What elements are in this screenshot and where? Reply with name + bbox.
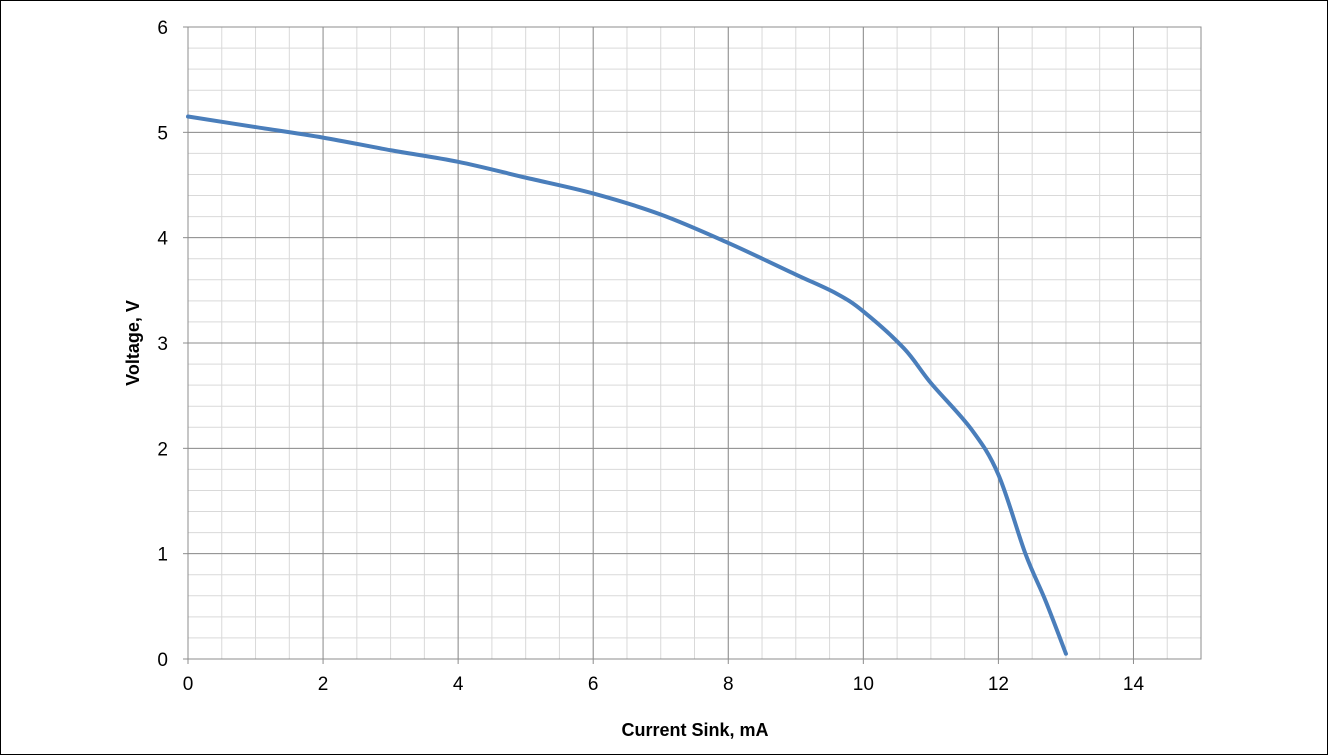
- x-tick-label: 14: [1123, 674, 1145, 695]
- y-axis-title: Voltage, V: [123, 300, 143, 386]
- x-tick-label: 0: [183, 674, 194, 695]
- y-tick-label: 3: [157, 334, 168, 355]
- x-tick-label: 10: [853, 674, 874, 695]
- series-layer: [186, 114, 1068, 656]
- y-tick-label: 1: [157, 545, 168, 566]
- x-tick-labels: 0 2 4 6 8 10 12 14: [183, 674, 1145, 695]
- plot-area-border: [187, 26, 1202, 660]
- y-tick-label: 5: [157, 123, 168, 144]
- x-tick-label: 2: [318, 674, 329, 695]
- y-tick-label: 4: [157, 229, 168, 250]
- x-tick-label: 6: [588, 674, 599, 695]
- plot-border: [187, 26, 1202, 660]
- x-tick-label: 4: [453, 674, 464, 695]
- series-line: [186, 114, 1068, 656]
- x-axis-title: Current Sink, mA: [621, 720, 768, 740]
- y-tick-labels: 0 1 2 3 4 5 6: [157, 18, 168, 671]
- x-tick-label: 8: [723, 674, 734, 695]
- major-grid: [183, 26, 1201, 664]
- x-tick-label: 12: [988, 674, 1009, 695]
- y-tick-label: 0: [157, 650, 168, 671]
- y-tick-label: 2: [157, 439, 168, 460]
- y-tick-label: 6: [157, 18, 168, 39]
